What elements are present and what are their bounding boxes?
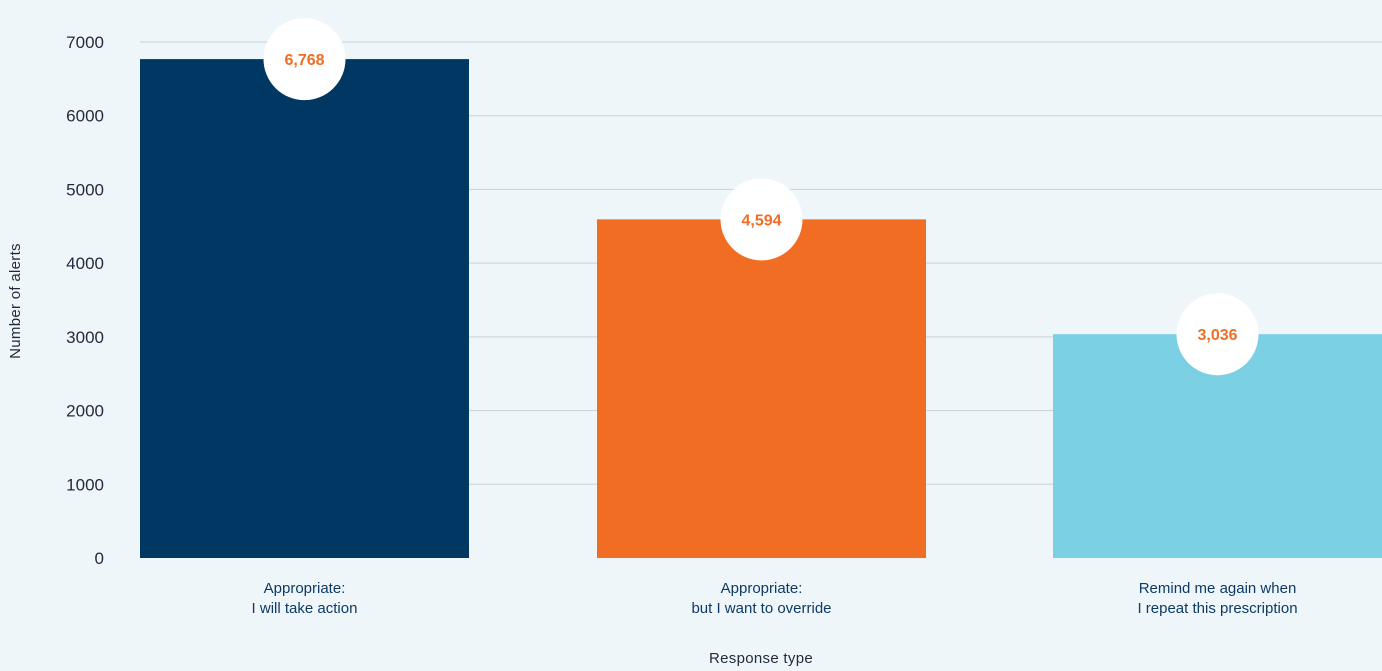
y-tick-label: 5000 <box>66 180 104 199</box>
y-axis-title: Number of alerts <box>7 243 24 359</box>
value-badge <box>720 178 803 261</box>
y-tick-label: 2000 <box>66 402 104 421</box>
value-badge <box>1176 293 1259 376</box>
y-tick-label: 7000 <box>66 33 104 52</box>
bar-value-label: 3,036 <box>1197 327 1237 344</box>
y-tick-label: 1000 <box>66 475 104 494</box>
y-tick-label: 3000 <box>66 328 104 347</box>
value-badges: 6,768 4,594 3,036 <box>263 18 1259 376</box>
y-tick-label: 4000 <box>66 254 104 273</box>
x-category-label: Appropriate: but I want to override <box>691 580 831 617</box>
x-category-label: Appropriate: I will take action <box>252 580 358 617</box>
x-axis-category-labels: Appropriate: I will take action Appropriat… <box>252 580 1298 617</box>
y-tick-label: 0 <box>95 549 104 568</box>
y-tick-label: 6000 <box>66 107 104 126</box>
value-badge <box>263 18 346 101</box>
x-axis-title: Response type <box>709 650 813 667</box>
bar-value-label: 4,594 <box>741 212 781 229</box>
y-axis-ticks: 0 1000 2000 3000 4000 5000 6000 7000 <box>66 33 104 568</box>
x-category-label: Remind me again when I repeat this prescr… <box>1137 580 1297 617</box>
bars <box>140 59 1382 558</box>
bar <box>140 59 469 558</box>
bar <box>597 219 926 558</box>
bar-value-label: 6,768 <box>284 52 324 69</box>
